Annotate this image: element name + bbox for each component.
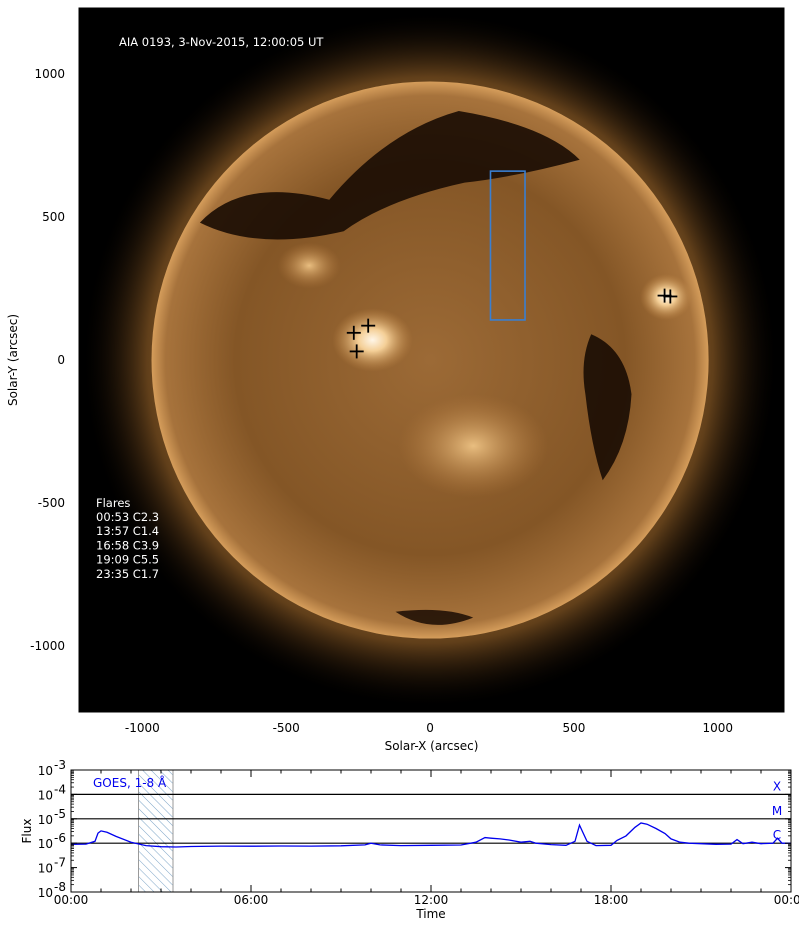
- active-region-main: [332, 308, 413, 372]
- y-tick-label: -500: [38, 496, 65, 510]
- goes-y-tick-label: 10: [38, 862, 53, 876]
- x-tick-label: 0: [426, 721, 434, 735]
- active-region-middle: [277, 242, 341, 289]
- goes-x-tick-label: 00:00: [774, 893, 799, 907]
- goes-y-tick-label: 10: [38, 837, 53, 851]
- class-label: M: [772, 804, 782, 818]
- flare-marker: [663, 289, 678, 304]
- goes-y-tick-label: 10: [38, 813, 53, 827]
- y-axis-label: Solar-Y (arcsec): [6, 314, 20, 406]
- goes-y-tick-exponent: -5: [54, 807, 66, 821]
- class-label: X: [773, 779, 781, 793]
- image-axis-ticks: -1000 -500 0 500 1000 -1000 -500 0 500 1000: [30, 8, 784, 735]
- goes-x-axis-label: Time: [415, 907, 445, 921]
- goes-y-tick-label: 10: [38, 764, 53, 778]
- goes-frame: [70, 769, 792, 893]
- flare-entry: 00:53 C2.3: [96, 510, 159, 524]
- y-tick-label: -1000: [30, 639, 65, 653]
- active-region-south: [398, 394, 549, 498]
- flare-entry: 16:58 C3.9: [96, 538, 159, 552]
- flares-list-title: Flares: [96, 496, 130, 510]
- flare-marker: [346, 325, 361, 340]
- flare-entry: 23:35 C1.7: [96, 567, 159, 581]
- goes-y-tick-exponent: -8: [54, 880, 66, 894]
- x-tick-label: 1000: [703, 721, 734, 735]
- shaded-interval: [138, 769, 174, 893]
- aia-image-panel: AIA 0193, 3-Nov-2015, 12:00:05 UT Flares…: [6, 7, 785, 753]
- coronal-hole-north: [199, 111, 580, 240]
- goes-legend: GOES, 1-8 Å: [93, 775, 167, 790]
- class-label: C: [773, 828, 781, 842]
- goes-x-tick-label: 00:00: [54, 893, 89, 907]
- y-tick-label: 0: [57, 353, 65, 367]
- goes-y-tick-exponent: -6: [54, 831, 66, 845]
- goes-y-tick-label: 10: [38, 788, 53, 802]
- goes-x-tick-label: 12:00: [414, 893, 449, 907]
- goes-y-tick-exponent: -4: [54, 782, 66, 796]
- coronal-hole-west: [583, 334, 632, 481]
- goes-plot-area: [71, 770, 791, 892]
- x-tick-label: -1000: [125, 721, 160, 735]
- goes-x-tick-label: 18:00: [594, 893, 629, 907]
- image-title: AIA 0193, 3-Nov-2015, 12:00:05 UT: [119, 35, 324, 49]
- coronal-hole-south: [395, 609, 474, 625]
- goes-y-tick-exponent: -3: [54, 758, 66, 772]
- flare-entry: 19:09 C5.5: [96, 553, 159, 567]
- x-tick-label: -500: [273, 721, 300, 735]
- flare-class-lines: XMC: [71, 779, 791, 844]
- image-frame: [78, 7, 785, 713]
- flare-marker: [349, 344, 364, 359]
- y-tick-label: 1000: [34, 67, 65, 81]
- flare-entry: 13:57 C1.4: [96, 524, 159, 538]
- goes-y-axis-label: Flux: [20, 819, 34, 844]
- x-tick-label: 500: [562, 721, 585, 735]
- x-axis-label: Solar-X (arcsec): [385, 739, 479, 753]
- flare-marker: [361, 318, 376, 333]
- sun-image: [84, 14, 776, 706]
- region-of-interest-box: [489, 170, 526, 321]
- goes-flux-line: [71, 822, 791, 848]
- goes-y-tick-exponent: -7: [54, 856, 66, 870]
- flare-markers: [346, 288, 678, 359]
- y-tick-label: 500: [42, 210, 65, 224]
- goes-y-tick-label: 10: [38, 886, 53, 900]
- goes-x-tick-label: 06:00: [234, 893, 269, 907]
- goes-lightcurve-panel: XMC GOES, 1-8 Å 00:00 06:00 12:00 18:00 00:0…: [20, 758, 799, 921]
